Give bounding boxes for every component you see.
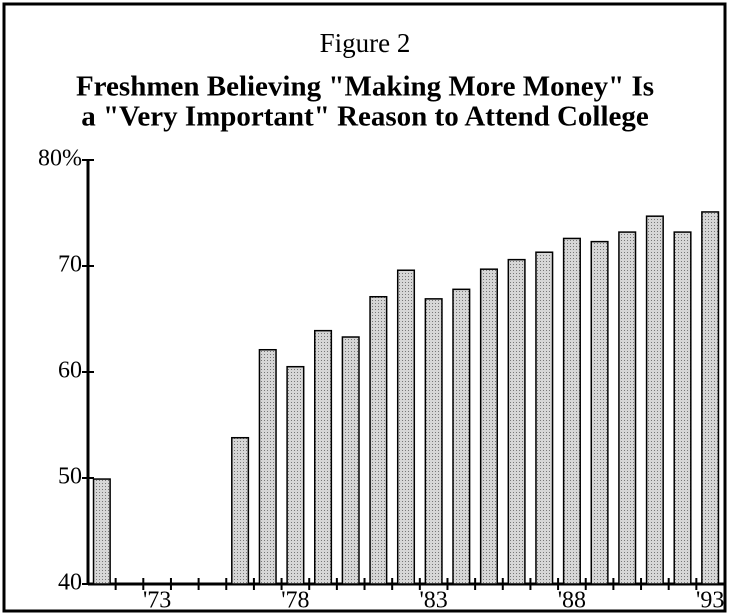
bar bbox=[369, 295, 388, 585]
bar bbox=[396, 269, 416, 585]
y-tick-label: 60 bbox=[58, 358, 82, 384]
bar bbox=[424, 298, 443, 585]
bar bbox=[286, 365, 305, 585]
bar bbox=[507, 258, 526, 585]
bar bbox=[673, 231, 692, 585]
chart-subtitle: Figure 2 bbox=[320, 28, 411, 58]
bar bbox=[452, 288, 471, 585]
y-tick-label: 70 bbox=[58, 252, 82, 278]
x-tick-label: '78 bbox=[281, 588, 309, 614]
chart-title: a "Very Important" Reason to Attend Coll… bbox=[81, 101, 649, 133]
bar bbox=[562, 237, 581, 585]
bar bbox=[535, 251, 554, 585]
y-tick-label: 80% bbox=[38, 146, 82, 172]
bar bbox=[258, 348, 277, 585]
bar bbox=[92, 478, 111, 585]
bar bbox=[231, 436, 250, 585]
bar bbox=[479, 268, 499, 585]
y-tick-label: 50 bbox=[58, 464, 82, 490]
x-tick-label: '83 bbox=[419, 588, 447, 614]
bar bbox=[590, 240, 609, 585]
bar bbox=[618, 231, 637, 585]
y-tick-label: 40 bbox=[58, 570, 82, 596]
x-tick-label: '88 bbox=[558, 588, 586, 614]
bar bbox=[701, 211, 720, 585]
chart-title: Freshmen Believing "Making More Money" I… bbox=[76, 71, 654, 103]
x-tick-label: '93 bbox=[696, 588, 724, 614]
bar bbox=[313, 329, 333, 585]
bar bbox=[341, 336, 360, 585]
x-tick-label: '73 bbox=[143, 588, 171, 614]
bar bbox=[645, 215, 664, 585]
